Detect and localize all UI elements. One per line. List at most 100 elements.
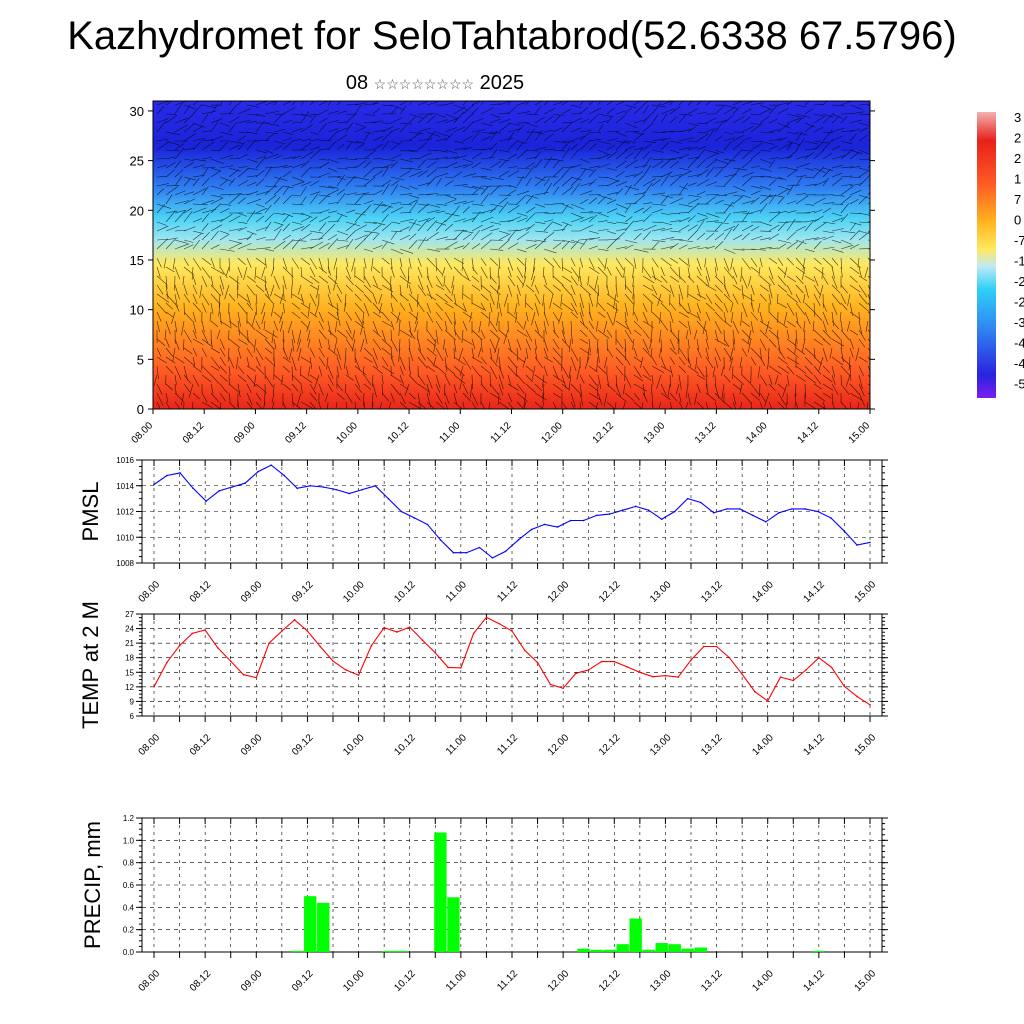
pmsl-point [348, 492, 351, 495]
profile-ytick-label: 0 [137, 402, 144, 417]
pmsl-point [270, 464, 272, 466]
pmsl-point [244, 482, 246, 484]
pmsl-point [478, 546, 481, 549]
pmsl-point [465, 551, 468, 554]
pmsl-point [361, 488, 364, 491]
temp-point [396, 631, 398, 633]
precip-bar [603, 949, 616, 952]
profile-xtick-label: 14.00 [744, 420, 770, 446]
pmsl-point [543, 523, 546, 526]
pmsl-point [804, 508, 806, 510]
temp-point [523, 649, 526, 652]
temp-point [549, 683, 552, 686]
pmsl-series-line [153, 464, 871, 559]
pmsl-point [413, 517, 416, 519]
pmsl-xtick-label: 10.00 [341, 579, 367, 605]
pmsl-point [335, 488, 338, 491]
precip-bar [629, 918, 642, 952]
page-title: Kazhydromet for SeloTahtabrod(52.6338 67… [67, 14, 957, 58]
pmsl-point [673, 510, 676, 513]
temp-point [613, 660, 616, 663]
temp-point [344, 669, 347, 671]
profile-ytick-label: 5 [137, 352, 144, 367]
pmsl-xtick-label: 12.00 [546, 579, 572, 605]
colorbar-label: -4 [1014, 356, 1024, 371]
temp-xtick-label: 10.12 [392, 732, 418, 758]
pmsl-xtick-label: 12.12 [597, 579, 623, 605]
pmsl-xtick-label: 15.00 [853, 579, 879, 605]
precip-xtick-label: 14.12 [802, 968, 828, 994]
temp-xtick-label: 08.12 [188, 732, 214, 758]
temp-point [472, 632, 475, 635]
pmsl-point [322, 486, 325, 488]
pmsl-point [218, 490, 220, 492]
temp-xtick-label: 11.00 [444, 732, 469, 757]
pmsl-point [791, 508, 793, 510]
temp-point [191, 632, 194, 635]
pmsl-xtick-label: 09.12 [290, 579, 316, 605]
temp-ytick-label: 12 [125, 683, 134, 692]
precip-xtick-label: 09.12 [290, 968, 316, 994]
temp-point [779, 676, 782, 678]
precip-bar [447, 897, 460, 952]
temp-point [319, 645, 322, 648]
temp-xtick-label: 14.00 [750, 732, 776, 758]
temp-point [843, 685, 846, 688]
temp-point [255, 676, 258, 679]
pmsl-xtick-label: 09.00 [239, 579, 265, 605]
colorbar-label: -7 [1014, 233, 1024, 248]
temp-point [447, 666, 449, 669]
pmsl-point [491, 557, 494, 559]
pmsl-ytick-label: 1010 [116, 533, 134, 542]
pmsl-point [257, 470, 259, 473]
temp-point [626, 666, 628, 668]
temp-point [229, 660, 232, 662]
date-month: ☆☆☆☆☆☆☆☆ [373, 76, 475, 92]
pmsl-xtick-label: 11.00 [444, 579, 469, 604]
temp-point [639, 671, 641, 674]
pmsl-point [452, 551, 455, 554]
temp-ytick-label: 15 [125, 668, 134, 677]
pmsl-xtick-label: 13.12 [699, 579, 725, 605]
colorbar-label: 2 [1014, 131, 1021, 146]
pmsl-point [582, 519, 585, 522]
temp-point [715, 645, 718, 648]
temp-point [702, 645, 705, 648]
precip-ytick-label: 1.0 [123, 836, 135, 845]
profile-xtick-label: 09.00 [232, 420, 258, 446]
pmsl-point [179, 472, 181, 474]
pmsl-point [439, 539, 442, 541]
pmsl-xtick-label: 10.12 [392, 579, 418, 605]
precip-xtick-label: 15.00 [853, 968, 879, 994]
precip-bar [811, 950, 825, 952]
colorbar-label: 7 [1014, 192, 1021, 207]
temp-point [357, 674, 360, 676]
temp-point [460, 667, 462, 669]
temp-point [293, 619, 296, 621]
temp-point [165, 661, 168, 664]
temp-point [818, 656, 820, 659]
date-subtitle: 08 ☆☆☆☆☆☆☆☆ 2025 [0, 72, 870, 95]
pmsl-point [752, 514, 754, 517]
colorbar-label: -2 [1014, 295, 1024, 310]
temp-point [498, 622, 501, 625]
precip-bar [304, 896, 317, 952]
profile-xtick-label: 11.00 [437, 420, 462, 445]
temp-point [536, 661, 539, 664]
precip-xtick-label: 12.12 [597, 968, 623, 994]
temp-xtick-label: 13.00 [648, 732, 674, 758]
precip-bar [694, 947, 707, 952]
temp-xtick-label: 11.12 [495, 732, 520, 757]
pmsl-point [556, 526, 559, 528]
temp-point [408, 626, 411, 628]
precip-xtick-label: 10.00 [341, 968, 367, 994]
temp-xtick-label: 09.00 [239, 732, 265, 758]
pmsl-point [517, 539, 520, 541]
temp-xtick-label: 12.12 [597, 732, 623, 758]
temp-ylabel: TEMP at 2 M [78, 601, 103, 729]
temp-point [600, 660, 603, 663]
profile-xtick-label: 12.12 [591, 420, 617, 446]
pmsl-xtick-label: 13.00 [648, 579, 674, 605]
temp-point [792, 679, 795, 682]
precip-ytick-label: 0.4 [123, 903, 135, 912]
